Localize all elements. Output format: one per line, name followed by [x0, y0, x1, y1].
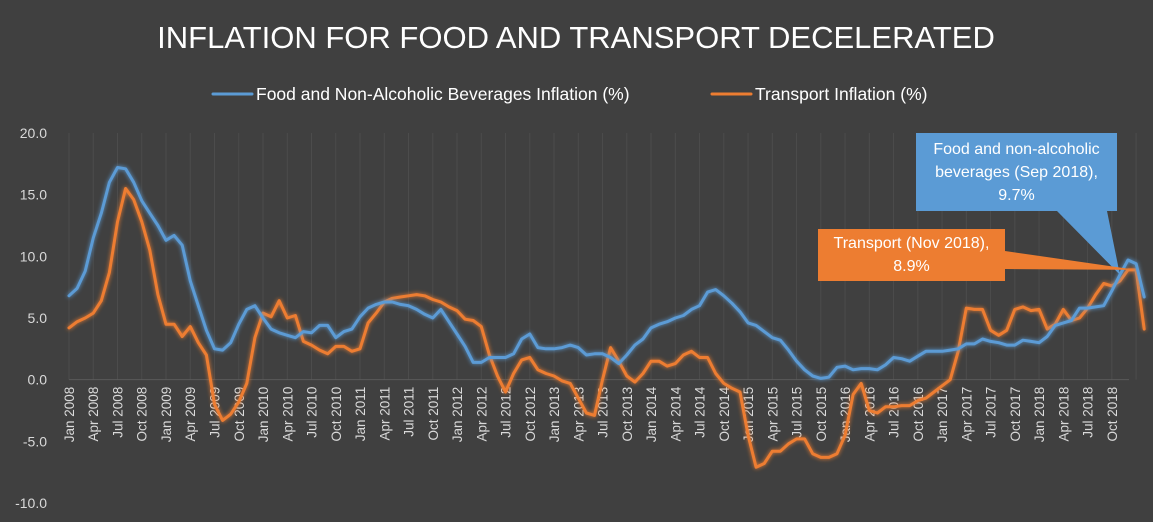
x-tick-label: Oct 2013: [620, 387, 635, 442]
x-tick-label: Apr 2009: [183, 387, 198, 442]
x-tick-label: Jan 2018: [1032, 387, 1047, 443]
x-tick-label: Jan 2012: [450, 387, 465, 443]
x-tick-label: Jul 2012: [499, 387, 514, 438]
x-tick-label: Jan 2017: [935, 387, 950, 443]
y-tick-label: 0.0: [28, 372, 48, 388]
series-line-food: [67, 166, 1146, 380]
x-tick-label: Oct 2008: [135, 387, 150, 442]
legend-label-food: Food and Non-Alcoholic Beverages Inflati…: [256, 84, 630, 104]
transport-callout-text: 8.9%: [893, 258, 929, 275]
transport-callout-pointer: [1005, 251, 1137, 270]
food-callout-pointer: [1057, 211, 1120, 275]
x-tick-label: Jan 2013: [547, 387, 562, 443]
food-callout-box: [916, 133, 1117, 211]
x-tick-label: Oct 2012: [523, 387, 538, 442]
x-tick-label: Oct 2015: [814, 387, 829, 442]
x-tick-label: Apr 2017: [959, 387, 974, 442]
x-tick-label: Jul 2010: [305, 387, 320, 438]
x-tick-label: Jan 2015: [741, 387, 756, 443]
y-tick-label: -5.0: [23, 433, 47, 449]
x-tick-label: Jul 2017: [984, 387, 999, 438]
x-tick-label: Jan 2016: [838, 387, 853, 443]
x-tick-label: Apr 2014: [668, 386, 683, 441]
x-axis: Jan 2008 Apr 2008 Jul 2008 Oct 2008 Jan 2009…: [62, 386, 1120, 442]
x-tick-label: Jan 2009: [159, 387, 174, 443]
x-tick-label: Jul 2011: [402, 387, 417, 437]
x-tick-label: Jul 2018: [1081, 387, 1096, 438]
x-tick-label: Apr 2012: [474, 387, 489, 442]
x-tick-label: Apr 2013: [571, 387, 586, 442]
x-tick-label: Oct 2009: [232, 387, 247, 442]
x-tick-label: Jul 2008: [111, 387, 126, 438]
x-tick-label: Oct 2017: [1008, 387, 1023, 442]
legend: Food and Non-Alcoholic Beverages Inflati…: [211, 84, 927, 104]
y-tick-label: 15.0: [20, 187, 47, 203]
x-tick-label: Oct 2018: [1105, 387, 1120, 442]
x-tick-label: Jan 2008: [62, 387, 77, 443]
x-tick-label: Apr 2011: [377, 387, 392, 441]
y-tick-label: -10.0: [15, 495, 47, 511]
x-tick-label: Apr 2018: [1056, 387, 1071, 442]
x-tick-label: Oct 2014: [717, 386, 732, 441]
annotation-layer: Food and non-alcoholic beverages (Sep 201…: [818, 133, 1137, 281]
y-axis: 20.0 15.0 10.0 5.0 0.0 -5.0 -10.0: [15, 125, 47, 511]
x-tick-label: Apr 2015: [765, 387, 780, 442]
legend-label-transport: Transport Inflation (%): [755, 84, 927, 104]
food-callout-text: Food and non-alcoholic: [933, 141, 1099, 158]
transport-callout-text: Transport (Nov 2018),: [834, 235, 990, 252]
x-tick-label: Jul 2009: [208, 387, 223, 438]
food-callout-text: beverages (Sep 2018),: [935, 164, 1098, 181]
x-tick-label: Jan 2014: [644, 386, 659, 442]
x-tick-label: Jan 2011: [353, 387, 368, 442]
chart-title: INFLATION FOR FOOD AND TRANSPORT DECELER…: [157, 20, 995, 55]
y-tick-label: 10.0: [20, 248, 47, 264]
y-tick-label: 5.0: [28, 310, 48, 326]
x-tick-label: Jul 2016: [887, 387, 902, 438]
x-tick-label: Jan 2010: [256, 387, 271, 443]
x-tick-label: Oct 2011: [426, 387, 441, 441]
y-tick-label: 20.0: [20, 125, 47, 141]
x-tick-label: Apr 2008: [86, 387, 101, 442]
transport-callout-box: [818, 229, 1005, 281]
x-tick-label: Oct 2016: [911, 387, 926, 442]
food-callout-text: 9.7%: [998, 187, 1034, 204]
x-tick-label: Apr 2010: [280, 387, 295, 442]
series-line-transport: [67, 187, 1146, 469]
x-tick-label: Jul 2014: [693, 386, 708, 438]
x-tick-label: Oct 2010: [329, 387, 344, 442]
series-layer: [67, 166, 1146, 469]
x-tick-label: Jul 2015: [790, 387, 805, 438]
